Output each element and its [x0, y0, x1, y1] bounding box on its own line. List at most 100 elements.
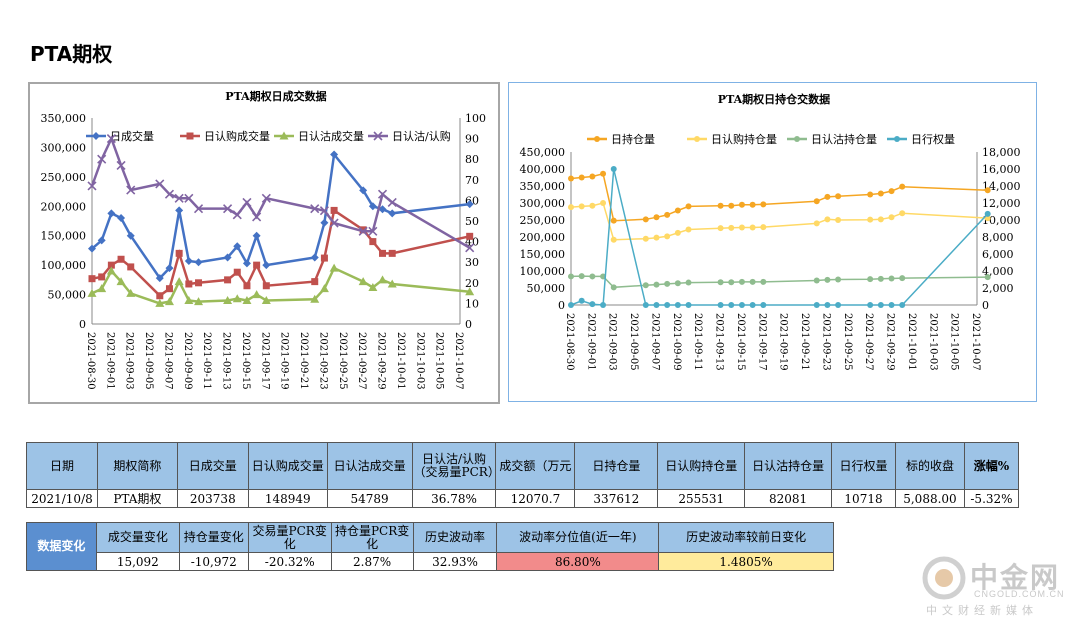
- data-point: [984, 215, 991, 222]
- data-point: [610, 236, 617, 243]
- y-tick-label-left: 100,000: [520, 265, 566, 278]
- data-point: [194, 297, 204, 306]
- data-point: [388, 209, 397, 218]
- data-point: [193, 204, 204, 214]
- daily-volume-chart: PTA期权日成交数据 0 50,000 100,000 150,000 200,000 25…: [28, 82, 500, 404]
- y-tick-label-right: 0: [982, 299, 989, 312]
- data-point: [184, 193, 194, 203]
- data-point: [600, 200, 607, 206]
- data-point: [568, 204, 574, 211]
- data-point: [174, 193, 184, 203]
- data-point: [165, 264, 174, 273]
- data-point: [184, 257, 193, 266]
- data-point: [359, 226, 367, 234]
- x-tick-label: 2021-10-05: [434, 332, 445, 390]
- x-tick-label: 2021-10-01: [395, 332, 406, 390]
- data-point: [717, 302, 724, 308]
- table-cell: -10,972: [178, 552, 249, 571]
- data-point: [262, 261, 271, 270]
- y-tick-label-left: 350,000: [41, 112, 87, 125]
- x-tick-label: 2021-08-30: [85, 332, 96, 390]
- header-cell: 日行权量: [831, 442, 896, 490]
- table-row: 15,092 -10,972 -20.32% 2.87% 32.93% 86.8…: [27, 552, 834, 571]
- x-tick-label: 2021-09-25: [842, 313, 853, 371]
- data-point: [107, 261, 115, 269]
- x-tick-label: 2021-10-07: [970, 313, 981, 371]
- header-cell: 日认沽成交量: [326, 442, 413, 490]
- header-cell: 日认购成交量: [247, 442, 328, 490]
- y-tick-label-left: 150,000: [41, 230, 87, 243]
- y-tick-label-right: 10,000: [982, 214, 1021, 227]
- data-point: [223, 253, 232, 262]
- data-point: [465, 287, 475, 296]
- data-point: [674, 229, 681, 236]
- data-point: [378, 205, 387, 214]
- chart-title: PTA期权日成交数据: [225, 89, 326, 103]
- data-point: [760, 302, 767, 308]
- data-point: [311, 278, 319, 286]
- y-tick-label-left: 450,000: [520, 146, 566, 159]
- logo-slogan: 中文财经新媒体: [926, 604, 1038, 617]
- data-point: [824, 276, 831, 283]
- data-point: [378, 275, 388, 284]
- x-tick-label: 2021-09-15: [735, 313, 746, 371]
- legend-label: 日认购成交量: [204, 129, 270, 143]
- table-cell: 12070.7: [495, 489, 576, 508]
- table-cell: 36.78%: [411, 489, 497, 508]
- header-cell: 日持仓量: [574, 442, 659, 490]
- data-point: [175, 206, 184, 215]
- table-cell: 255531: [657, 489, 746, 508]
- data-point: [319, 206, 329, 216]
- x-tick-label: 2021-09-27: [863, 313, 874, 371]
- data-point: [243, 282, 251, 290]
- data-point: [685, 279, 692, 286]
- data-point: [877, 216, 884, 223]
- data-point: [194, 258, 203, 267]
- data-point: [867, 191, 874, 198]
- data-point: [600, 170, 607, 177]
- data-point: [813, 277, 820, 284]
- data-point: [223, 295, 233, 304]
- y-tick-label-right: 16,000: [982, 163, 1021, 176]
- data-point: [320, 254, 328, 262]
- header-cell: 交易量PCR变化: [247, 522, 332, 553]
- table-cell: -20.32%: [247, 552, 332, 571]
- legend-label: 日认沽持仓量: [811, 132, 877, 146]
- data-point: [368, 226, 378, 236]
- data-point: [97, 236, 106, 245]
- data-point: [185, 280, 193, 288]
- y-tick-label-left: 0: [558, 299, 565, 312]
- data-point: [813, 302, 820, 308]
- data-point: [664, 280, 671, 287]
- y-tick-label-right: 100: [465, 112, 486, 125]
- table-cell: 54789: [326, 489, 413, 508]
- data-point: [116, 160, 126, 170]
- data-point: [738, 302, 745, 308]
- x-tick-label: 2021-09-29: [376, 332, 387, 390]
- data-point: [578, 273, 585, 280]
- y-tick-label-left: 200,000: [41, 200, 87, 213]
- y-tick-label-left: 0: [79, 318, 86, 331]
- data-point: [824, 193, 831, 200]
- data-point: [653, 302, 660, 308]
- data-point: [760, 224, 767, 231]
- data-point: [653, 281, 660, 288]
- x-tick-label: 2021-09-17: [756, 313, 767, 371]
- data-point: [685, 203, 692, 210]
- data-point: [126, 185, 136, 195]
- row-label: 数据变化: [26, 522, 97, 571]
- series-line: [570, 172, 988, 222]
- daily-open-interest-chart: PTA期权日持仓交数据 0 50,000 100,000 150,000 200,000 2…: [508, 82, 1037, 402]
- data-point: [97, 284, 107, 293]
- data-point: [642, 302, 649, 308]
- data-point: [728, 202, 735, 209]
- header-cell: 标的收盘: [894, 442, 965, 490]
- series-line: [570, 275, 988, 289]
- table-cell: 15,092: [95, 552, 180, 571]
- data-point: [685, 302, 692, 308]
- table-cell: 203738: [176, 489, 249, 508]
- data-point: [589, 173, 596, 180]
- data-point: [232, 210, 242, 220]
- data-point: [578, 174, 585, 181]
- y-tick-label-right: 18,000: [982, 146, 1021, 159]
